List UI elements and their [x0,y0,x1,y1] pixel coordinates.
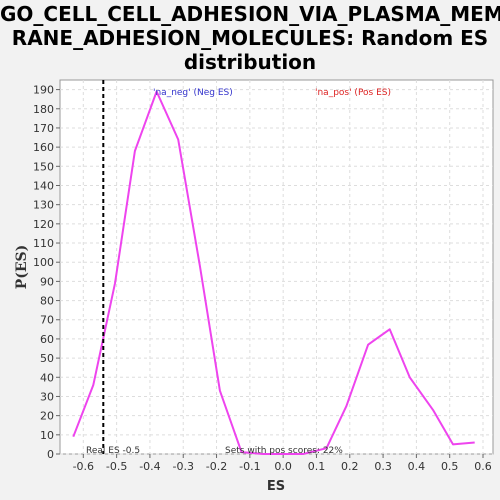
plot-area [59,79,494,455]
x-tick-label: 0.1 [308,460,326,473]
y-tick-label: 90 [40,275,54,288]
y-tick-label: 190 [33,84,54,97]
x-tick-label: 0.2 [341,460,359,473]
chart-title-line-2: RANE_ADHESION_MOLECULES: Random ES [11,26,489,50]
y-tick-label: 80 [40,295,54,308]
y-tick-label: 140 [33,179,54,192]
y-tick-label: 50 [40,352,54,365]
y-tick-label: 70 [40,314,54,327]
x-tick-label: 0.5 [441,460,459,473]
x-tick-label: 0.6 [474,460,492,473]
x-tick-label: 0.0 [274,460,292,473]
y-tick-label: 130 [33,199,54,212]
y-tick-label: 20 [40,410,54,423]
y-tick-label: 0 [47,448,54,461]
pos-scores-label: Sets with pos scores: 22% [225,446,343,456]
y-tick-label: 30 [40,390,54,403]
y-tick-label: 180 [33,103,54,116]
chart-title-line-3: distribution [183,50,317,74]
x-tick-label: 0.4 [408,460,426,473]
x-tick-label: -0.2 [206,460,227,473]
y-tick-label: 60 [40,333,54,346]
chart-title: GO_CELL_CELL_ADHESION_VIA_PLASMA_MEMB RA… [0,2,500,74]
y-tick-label: 110 [33,237,54,250]
y-axis-label: P(ES) [14,245,30,290]
x-tick-label: 0.3 [374,460,392,473]
y-tick-label: 10 [40,429,54,442]
y-axis-ticks: 0 10 20 30 40 50 60 70 80 90 100 110 120 130 140 150 160… [33,84,60,461]
neg-es-label: 'na_neg' (Neg ES) [153,88,233,98]
series-group [72,90,475,455]
x-tick-label: -0.5 [106,460,127,473]
pos-es-label: 'na_pos' (Pos ES) [315,88,391,98]
y-tick-label: 160 [33,141,54,154]
grid-lines [60,80,493,455]
y-tick-label: 170 [33,122,54,135]
y-tick-label: 40 [40,371,54,384]
x-tick-label: -0.4 [139,460,160,473]
chart-title-line-1: GO_CELL_CELL_ADHESION_VIA_PLASMA_MEMB [0,2,500,26]
x-tick-label: -0.6 [73,460,94,473]
x-axis-label: ES [267,479,285,494]
y-tick-label: 120 [33,218,54,231]
real-es-label: Real ES -0.5 [86,446,140,456]
x-tick-label: -0.1 [239,460,260,473]
y-tick-label: 150 [33,160,54,173]
x-tick-label: -0.3 [173,460,194,473]
y-tick-label: 100 [33,256,54,269]
es-distribution-line [72,90,475,455]
x-axis-ticks: -0.6 -0.5 -0.4 -0.3 -0.2 -0.1 0.0 0.1 0.2 0.3 0.4 0… [73,454,492,473]
